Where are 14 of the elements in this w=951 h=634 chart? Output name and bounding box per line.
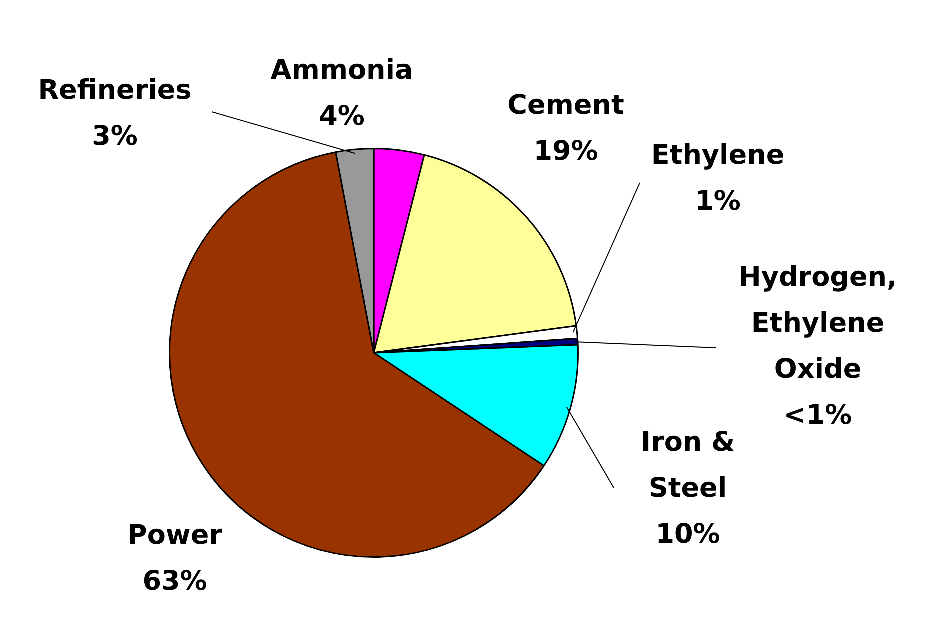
data-label: 3%: [92, 121, 138, 152]
slice-label: Ammonia: [270, 55, 414, 86]
slice-label: Hydrogen, Ethylene Oxide: [738, 262, 898, 386]
data-label: 4%: [319, 101, 365, 132]
data-label: 19%: [534, 136, 598, 168]
data-label: 1%: [695, 186, 741, 218]
slice-label: Iron & Steel: [640, 427, 736, 504]
slice-label: Cement: [508, 90, 624, 122]
slice-label: Ethylene: [651, 140, 785, 172]
data-label: 10%: [656, 519, 720, 550]
data-label: <1%: [784, 400, 852, 432]
slice-label: Refineries: [38, 75, 192, 106]
data-label: 63%: [142, 566, 208, 598]
slice-label: Power: [128, 520, 224, 552]
